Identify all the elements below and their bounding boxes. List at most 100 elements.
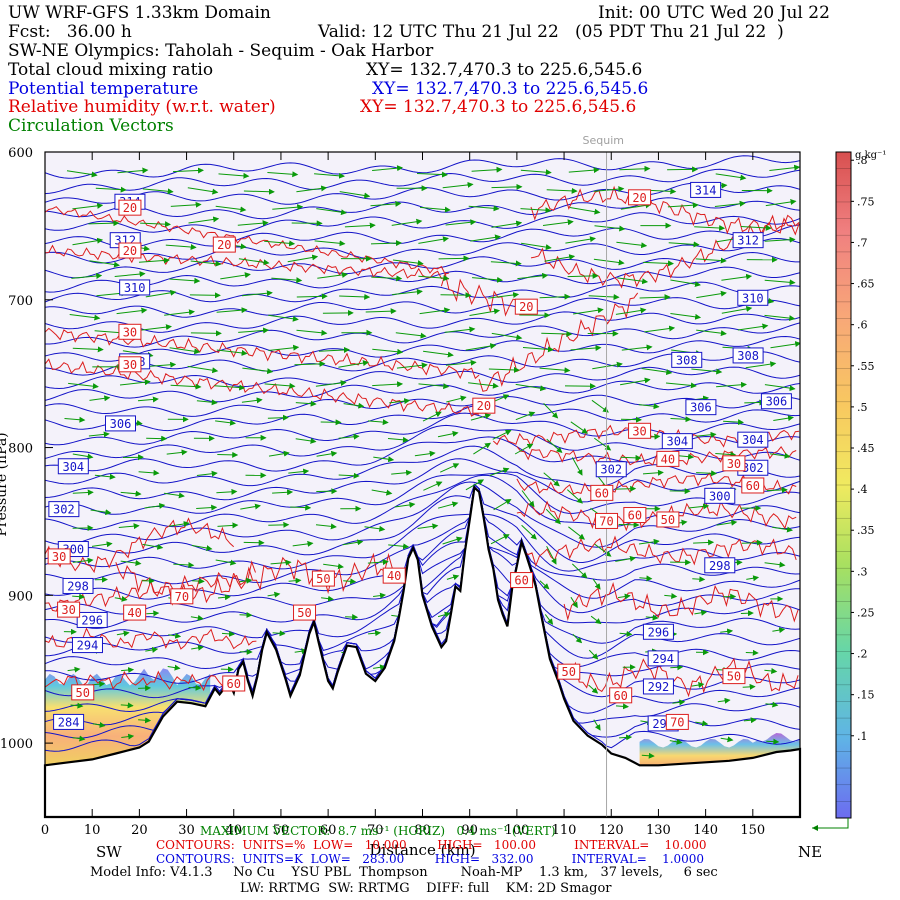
circulation-vector [639,575,653,582]
circulation-vector [765,199,797,207]
circulation-vector [669,738,683,745]
circulation-vector [218,172,250,179]
circulation-vector [568,167,600,174]
x-tick-label: 20 [131,823,148,838]
theta-label-box [737,431,769,448]
circulation-vector [66,170,98,178]
circulation-vector [339,293,371,300]
circulation-vector [716,381,747,388]
circulation-vector [437,611,451,618]
circulation-vector [619,734,633,741]
circulation-vector [594,543,612,557]
circulation-vector [173,562,195,568]
circulation-vector [267,414,289,421]
circulation-vector [619,630,633,637]
circulation-vector [238,327,270,334]
circulation-vector [764,384,796,392]
circulation-vector [442,181,474,189]
circulation-vector [571,563,588,579]
x-tick-label: 10 [84,823,101,838]
colorbar: g kg⁻¹.8 .75 .7 .65 .6 .55 .5 .45 .4 .35 .3 .25 .2 .1… [835,150,886,819]
rh-label: 70 [665,713,689,730]
rh-label-text: 20 [217,238,231,252]
circulation-vector [344,222,376,229]
rh-label-box [170,588,194,605]
circulation-vector [490,534,510,545]
theta-label-box [737,289,769,306]
theta-label-box [119,279,151,296]
circulation-vector [145,361,177,368]
circulation-vector [395,332,427,339]
circulation-vector [114,595,128,602]
circulation-vector [568,526,585,540]
circulation-vector [593,719,601,731]
rh-label-text: 70 [175,590,189,604]
rh-label-box [557,663,581,680]
circulation-vector [68,382,99,390]
circulation-vector [389,398,411,405]
circulation-vector [372,381,404,388]
circulation-vector [619,165,651,172]
sequim-label: Sequim [583,134,624,147]
circulation-vector [639,294,671,301]
rh-label-box [609,687,633,704]
circulation-vector [268,450,290,457]
circulation-vector [142,543,164,550]
circulation-vector [742,683,756,690]
circulation-vector [296,293,328,300]
circulation-vector [588,294,620,301]
circulation-vector [120,559,142,566]
circulation-vector [318,346,350,353]
rh-label-text: 40 [127,606,141,620]
circulation-vector [168,632,182,639]
circulation-vector [446,395,467,403]
theta-contour [45,394,800,417]
circulation-vector [188,216,220,224]
x-axis: 0 10 20 30 40 50 60 70 80 90 100 110 120 130 140 150 Dis… [41,152,765,859]
theta-label-text: 308 [676,353,698,367]
circulation-vector [372,348,404,355]
circulation-vector [566,489,583,504]
theta-contour [45,472,800,515]
circulation-vector [745,649,759,656]
theta-label-box [704,557,736,574]
x-axis-label: Distance (km) [369,841,475,859]
circulation-vector [145,289,177,298]
colorbar-tick-label: .75 [857,195,875,208]
circulation-vector [242,367,274,375]
rh-contour [516,535,797,568]
circulation-vector [141,324,172,331]
y-tick-label: 700 [8,294,33,309]
theta-label-text: 304 [62,460,84,474]
circulation-vector [520,169,552,176]
circulation-vector [764,279,796,286]
circulation-vector [323,563,344,570]
circulation-vector [196,399,218,406]
theta-contour [45,380,800,403]
rh-label-text: 20 [477,399,491,413]
circulation-vector [217,522,239,529]
circulation-vector [137,396,159,403]
circulation-vector [715,451,737,458]
circulation-vector [91,541,113,548]
rh-label: 50 [722,668,746,685]
circulation-vector [616,241,648,249]
circulation-vector [272,204,304,211]
circulation-vector [615,555,636,562]
circulation-vector [72,237,104,246]
rh-contour [45,670,234,692]
circulation-vector [372,165,403,172]
circulation-vector [546,438,563,453]
y-axis: 600 700 800 900 1000 Pressure (hPa) [0,146,53,752]
x-tick-label: 120 [599,823,624,838]
circulation-vector [71,272,103,279]
y-tick-label: 800 [8,442,33,457]
theta-label: 302 [48,501,80,518]
theta-label-text: 302 [53,503,75,517]
circulation-vector [423,350,454,358]
rh-label-box [595,512,619,529]
valid-time: Valid: 12 UTC Thu 21 Jul 22 (05 PDT Thu … [318,22,784,42]
circulation-vector [573,307,604,315]
circulation-vector [620,202,652,210]
ne-label: NE [798,843,823,861]
